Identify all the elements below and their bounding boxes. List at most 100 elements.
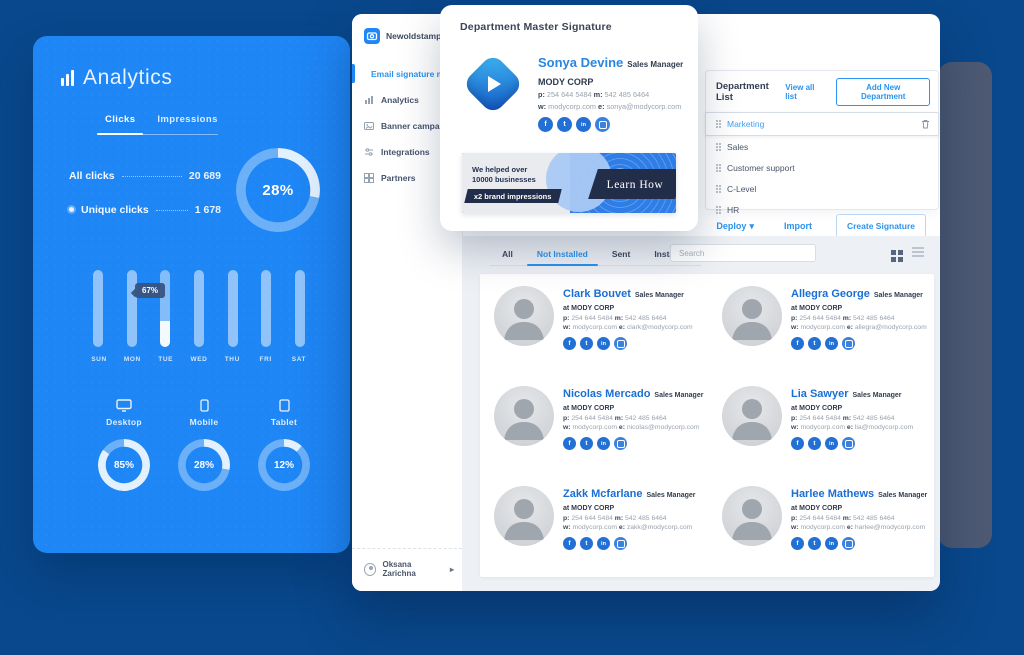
donut-value: 28% — [262, 181, 294, 199]
avatar-photo — [722, 286, 782, 346]
drag-handle-icon[interactable] — [716, 205, 718, 208]
department-master-signature-card: Department Master Signature Sonya Devine… — [440, 5, 698, 231]
list-view-icon[interactable] — [912, 247, 924, 249]
master-title: Department Master Signature — [460, 21, 612, 33]
sidebar-item-label: Integrations — [381, 147, 430, 157]
signature-card[interactable]: Lia Sawyer Sales Manager at MODY CORP p: … — [722, 386, 940, 486]
add-new-department-button[interactable]: Add New Department — [836, 78, 930, 106]
day-label: SAT — [291, 356, 307, 363]
sidebar-menu: Email signature manage Analytics Banner … — [352, 60, 462, 191]
signature-web-email: w: modycorp.com e: allegra@modycorp.com — [791, 324, 927, 331]
signature-card[interactable]: Clark Bouvet Sales Manager at MODY CORP p… — [494, 286, 716, 386]
signature-name: Sonya Devine — [538, 55, 624, 70]
learn-how-button[interactable]: Learn How — [588, 169, 676, 199]
twitter-icon — [808, 337, 821, 350]
signature-company: at MODY CORP — [563, 405, 615, 412]
signature-phones: p: 254 644 5484 m: 542 485 6464 — [791, 314, 895, 322]
bar-thu[interactable] — [227, 270, 238, 347]
signature-company: at MODY CORP — [791, 405, 843, 412]
bar-tooltip: 67% — [135, 283, 166, 298]
signature-info: Nicolas Mercado Sales Manager at MODY COR… — [563, 386, 703, 486]
signature-web-email: w: modycorp.com e: nicolas@modycorp.com — [563, 424, 700, 431]
department-row-marketing[interactable]: Marketing — [705, 112, 939, 136]
signature-web-email: w: modycorp.com e: lia@modycorp.com — [791, 424, 914, 431]
drag-handle-icon[interactable] — [716, 142, 718, 145]
tab-not-installed[interactable]: Not Installed — [525, 249, 600, 266]
signature-info: Allegra George Sales Manager at MODY CORP… — [791, 286, 927, 386]
tab-all[interactable]: All — [502, 249, 513, 259]
department-name: Customer support — [727, 162, 795, 173]
create-signature-button[interactable]: Create Signature — [835, 214, 926, 238]
facebook-icon — [791, 537, 804, 550]
signature-role: Sales Manager — [646, 492, 696, 499]
facebook-icon — [563, 337, 576, 350]
weekly-bar-chart — [93, 270, 305, 347]
facebook-icon — [563, 437, 576, 450]
donut-ring — [98, 439, 150, 491]
linkedin-icon — [597, 537, 610, 550]
instagram-icon — [614, 537, 627, 550]
import-button[interactable]: Import — [778, 220, 818, 232]
facebook-icon — [563, 537, 576, 550]
day-label: FRI — [259, 356, 272, 363]
click-stats: All clicks 20 689 Unique clicks 1 678 — [69, 170, 221, 238]
department-row-c-level[interactable]: C-Level — [706, 178, 938, 199]
bar-sat[interactable] — [294, 270, 305, 347]
signature-card[interactable]: Zakk Mcfarlane Sales Manager at MODY CORP… — [494, 486, 716, 586]
twitter-icon — [580, 537, 593, 550]
mobile-icon — [164, 398, 244, 412]
donut-ring — [236, 148, 320, 232]
signature-card[interactable]: Nicolas Mercado Sales Manager at MODY COR… — [494, 386, 716, 486]
tab-sent[interactable]: Sent — [611, 249, 631, 259]
company-logo — [461, 52, 525, 116]
bar-wed[interactable] — [193, 270, 204, 347]
grid-view-icon[interactable] — [891, 249, 896, 255]
drag-handle-icon[interactable] — [716, 184, 718, 187]
social-icons — [791, 537, 927, 550]
desktop-icon — [84, 398, 164, 412]
facebook-icon — [791, 337, 804, 350]
sidebar-item-email-signature-manager[interactable]: Email signature manage — [352, 60, 462, 87]
tab-impressions[interactable]: Impressions — [157, 114, 218, 125]
signature-name: Allegra George — [791, 288, 870, 300]
device-label: Mobile — [189, 417, 219, 427]
drag-handle-icon[interactable] — [716, 163, 718, 166]
stat-label: Unique clicks — [81, 204, 149, 216]
department-row-customer-support[interactable]: Customer support — [706, 157, 938, 178]
device-tablet: Tablet 12% — [244, 398, 324, 491]
search-input[interactable] — [670, 244, 816, 262]
bar-fri[interactable] — [261, 270, 272, 347]
drag-handle-icon[interactable] — [716, 120, 718, 122]
user-avatar-icon — [364, 562, 377, 576]
newoldstamp-logo-icon — [364, 28, 380, 44]
department-row-hr[interactable]: HR — [706, 199, 938, 220]
bar-sun[interactable] — [93, 270, 103, 347]
brand[interactable]: Newoldstamp — [352, 14, 462, 54]
tab-clicks[interactable]: Clicks — [96, 114, 144, 135]
clicks-donut-chart: 28% — [236, 148, 320, 232]
department-row-sales[interactable]: Sales — [706, 136, 938, 157]
user-menu[interactable]: Oksana Zarichna ▸ — [352, 548, 462, 591]
sidebar-item-analytics[interactable]: Analytics — [352, 87, 462, 113]
view-all-list-link[interactable]: View all list — [785, 83, 815, 101]
department-name: Marketing — [727, 119, 765, 129]
instagram-icon — [614, 337, 627, 350]
bar-tue[interactable] — [160, 270, 171, 347]
signature-card[interactable]: Harlee Mathews Sales Manager at MODY CORP… — [722, 486, 940, 586]
avatar-photo — [494, 286, 554, 346]
bar-mon[interactable] — [126, 270, 137, 347]
stat-all-clicks: All clicks 20 689 — [69, 170, 221, 182]
trash-icon[interactable] — [921, 119, 930, 129]
sidebar-item-banner-campaigns[interactable]: Banner campaigns — [352, 113, 462, 139]
instagram-icon — [614, 437, 627, 450]
deploy-button[interactable]: Deploy ▾ — [710, 220, 760, 233]
signature-phones: p: 254 644 5484 m: 542 485 6464 — [563, 414, 667, 422]
analytics-tabs: Clicks Impressions — [96, 114, 218, 135]
signature-web-email: w: modycorp.com e: clark@modycorp.com — [563, 324, 693, 331]
instagram-icon — [842, 337, 855, 350]
sidebar-item-integrations[interactable]: Integrations — [352, 139, 462, 165]
signature-card[interactable]: Allegra George Sales Manager at MODY CORP… — [722, 286, 940, 386]
banner-text: We helped over 10000 businesses — [472, 165, 536, 185]
day-label: MON — [123, 356, 141, 363]
sidebar-item-partners[interactable]: Partners — [352, 165, 462, 191]
